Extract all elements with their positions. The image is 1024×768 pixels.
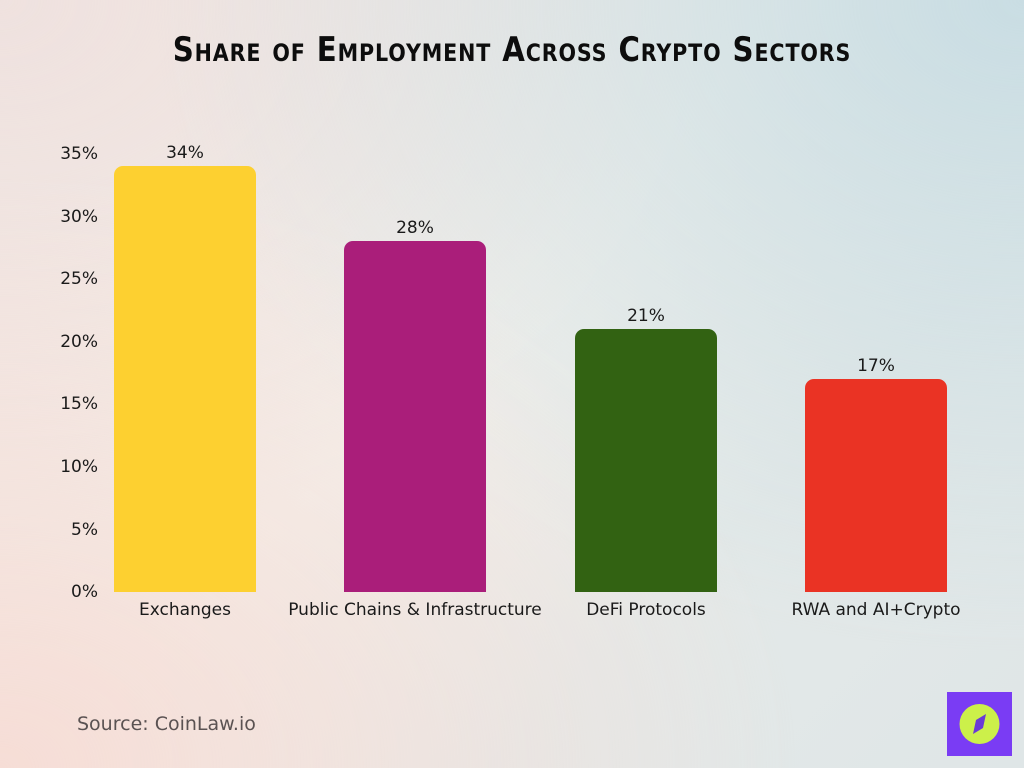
chart-title: Share of Employment Across Crypto Sector… (172, 30, 852, 70)
y-tick-label: 30% (60, 207, 98, 227)
y-tick-label: 35% (60, 144, 98, 164)
y-tick-label: 0% (71, 582, 98, 602)
bar-exchanges[interactable] (114, 166, 256, 592)
bar-value-label: 21% (627, 306, 665, 326)
bar-public-chains-infrastructure[interactable] (344, 241, 486, 592)
y-tick-label: 10% (60, 457, 98, 477)
category-label: Public Chains & Infrastructure (288, 600, 542, 620)
bar-value-label: 17% (857, 356, 895, 376)
y-tick-label: 25% (60, 269, 98, 289)
bar-value-label: 34% (166, 143, 204, 163)
y-tick-label: 20% (60, 332, 98, 352)
y-tick-label: 15% (60, 394, 98, 414)
category-label: Exchanges (139, 600, 231, 620)
y-tick-label: 5% (71, 520, 98, 540)
category-label: DeFi Protocols (586, 600, 706, 620)
brand-logo[interactable] (947, 692, 1012, 756)
compass-icon (959, 704, 1000, 744)
category-label: RWA and AI+Crypto (791, 600, 961, 620)
bar-defi-protocols[interactable] (575, 329, 717, 592)
bar-rwa-ai-crypto[interactable] (805, 379, 947, 592)
source-caption: Source: CoinLaw.io (77, 713, 256, 735)
bar-value-label: 28% (396, 218, 434, 238)
